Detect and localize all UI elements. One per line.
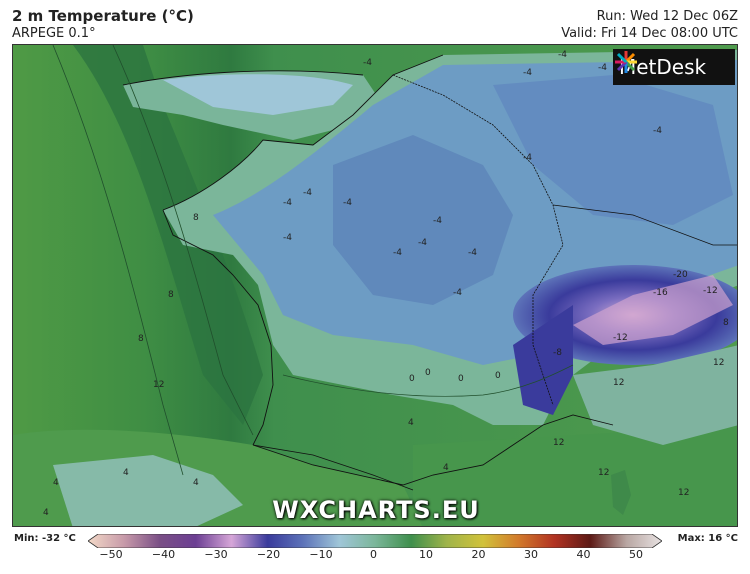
atlantic-cold-band xyxy=(73,45,263,425)
mediterranean xyxy=(413,425,737,526)
isotherm-label: 8 xyxy=(723,318,729,328)
isotherm-label: 0 xyxy=(495,371,501,381)
isotherm-label: 8 xyxy=(193,213,199,223)
isotherm-label: 12 xyxy=(613,378,624,388)
run-time: Run: Wed 12 Dec 06Z xyxy=(596,9,738,24)
colorbar xyxy=(88,534,662,548)
colorbar-tick-label: −40 xyxy=(151,548,176,561)
isotherm-label: 4 xyxy=(123,468,129,478)
isotherm-label: 12 xyxy=(598,468,609,478)
isotherm-label: -4 xyxy=(453,288,462,298)
central-france-core xyxy=(333,135,513,305)
isotherm-label: -4 xyxy=(558,50,567,60)
colorbar-tick-label: 30 xyxy=(524,548,538,561)
wxcharts-watermark: WXCHARTS.EU xyxy=(272,496,480,524)
contour-0 xyxy=(282,364,574,397)
pyrenees-cold xyxy=(53,455,243,526)
colorbar-tick-label: −50 xyxy=(99,548,123,561)
temperature-map: -4 -4 -4 -4 -4 -4 -4 -4 -4 -4 -4 -4 -4 -4 -4 8 8 8 8 12 12 12… xyxy=(12,44,738,527)
isotherm-label: -4 xyxy=(283,198,292,208)
isotherm-label: 12 xyxy=(678,488,689,498)
isotherm-label: -20 xyxy=(673,270,688,280)
model-name: ARPEGE 0.1° xyxy=(12,26,96,41)
po-valley xyxy=(573,345,737,445)
contour-labels: -4 -4 -4 -4 -4 -4 -4 -4 -4 -4 -4 -4 -4 -4 -4 8 8 8 8 12 12 12… xyxy=(43,50,729,518)
colorbar-tick-label: −10 xyxy=(309,548,333,561)
isotherm-label: 12 xyxy=(553,438,564,448)
swiss-border xyxy=(552,204,737,246)
uk-coastline xyxy=(122,70,364,86)
isotherm-label: 12 xyxy=(153,380,164,390)
colorbar-tick-label: 0 xyxy=(370,548,377,561)
colorbar-tick-label: 50 xyxy=(629,548,643,561)
colorbar-bar xyxy=(88,534,662,548)
isotherm-label: 4 xyxy=(408,418,414,428)
isotherm-label: -4 xyxy=(653,126,662,136)
min-temperature-label: Min: -32 °C xyxy=(14,533,76,544)
colorbar-tick-label: −30 xyxy=(204,548,228,561)
chart-header: 2 m Temperature (°C) ARPEGE 0.1° Run: We… xyxy=(0,0,750,44)
uk-cold-core xyxy=(163,74,353,115)
isotherm-label: -4 xyxy=(363,58,372,68)
isotherm-label: 0 xyxy=(409,374,415,384)
isotherm-label: -4 xyxy=(468,248,477,258)
colorbar-tick-label: 20 xyxy=(471,548,486,561)
atlantic-coastline xyxy=(162,209,274,446)
colorbar-legend: Min: -32 °C Max: 16 °C −50 −40 −30 −20 −10 0 1… xyxy=(0,530,750,574)
isotherm-label: 4 xyxy=(43,508,49,518)
valid-time: Valid: Fri 14 Dec 08:00 UTC xyxy=(561,26,738,41)
colorbar-tick-label: −20 xyxy=(256,548,281,561)
isotherm-label: 8 xyxy=(138,334,144,344)
colorbar-ticks: −50 −40 −30 −20 −10 0 10 20 30 40 50 xyxy=(0,548,750,564)
isotherm-label: 4 xyxy=(193,478,199,488)
isotherm-label: -4 xyxy=(433,216,442,226)
isotherm-label: -4 xyxy=(598,63,607,73)
metdesk-logo: MetDesk xyxy=(613,49,735,85)
isotherm-label: 4 xyxy=(53,478,59,488)
germany-cold-area xyxy=(493,75,733,225)
metdesk-logo-text: MetDesk xyxy=(619,55,707,79)
isotherm-label: -4 xyxy=(343,198,352,208)
western-alps xyxy=(513,305,573,415)
isotherm-label: -16 xyxy=(653,288,668,298)
mediterranean-coastline xyxy=(252,414,614,486)
isotherm-label: 8 xyxy=(168,290,174,300)
corsica xyxy=(611,470,631,515)
isotherm-label: -4 xyxy=(303,188,312,198)
isotherm-label: -4 xyxy=(523,153,532,163)
max-temperature-label: Max: 16 °C xyxy=(677,533,738,544)
isotherm-label: -12 xyxy=(703,286,718,296)
isotherm-label: 0 xyxy=(458,374,464,384)
isotherm-label: 0 xyxy=(425,368,431,378)
colorbar-tick-label: 40 xyxy=(576,548,591,561)
channel-coastline xyxy=(162,54,444,211)
isotherm-label: -4 xyxy=(393,248,402,258)
metdesk-burst-icon xyxy=(615,51,637,73)
isotherm-label: -8 xyxy=(553,348,562,358)
isotherm-label: -4 xyxy=(418,238,427,248)
spain-border xyxy=(252,444,414,491)
isotherm-label: 4 xyxy=(443,463,449,473)
chart-title: 2 m Temperature (°C) xyxy=(12,7,194,25)
isotherm-label: -4 xyxy=(283,233,292,243)
alps-peak-zone xyxy=(573,275,733,345)
map-canvas: -4 -4 -4 -4 -4 -4 -4 -4 -4 -4 -4 -4 -4 -4 -4 8 8 8 8 12 12 12… xyxy=(13,45,737,526)
isotherm-label: -12 xyxy=(613,333,628,343)
contour-12 xyxy=(52,45,184,476)
colorbar-tick-label: 10 xyxy=(419,548,433,561)
isotherm-label: 12 xyxy=(713,358,724,368)
contour-8 xyxy=(112,45,254,436)
isotherm-label: -4 xyxy=(523,68,532,78)
